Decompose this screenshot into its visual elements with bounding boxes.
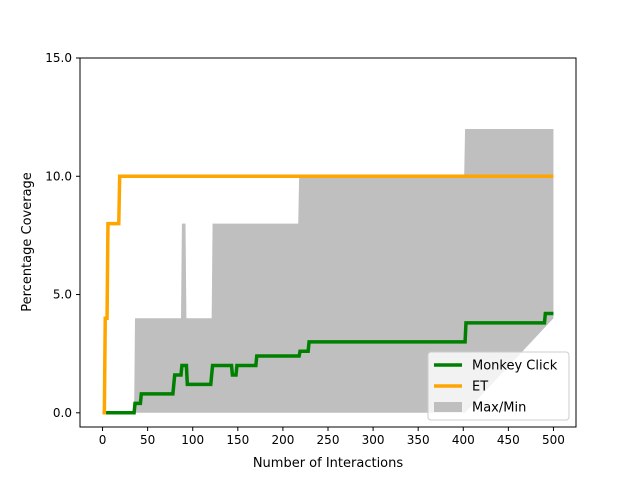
- y-axis-label: Percentage Coverage: [20, 172, 35, 312]
- x-tick-label: 100: [181, 433, 204, 447]
- legend: Monkey Click ET Max/Min: [427, 351, 570, 421]
- legend-frame: [427, 351, 570, 421]
- x-tick-label: 50: [140, 433, 155, 447]
- y-tick-label: 5.0: [53, 288, 72, 302]
- x-axis-ticks: 0 50 100 150 200 250 300 350 400 450 500: [99, 427, 565, 447]
- x-tick-label: 150: [226, 433, 249, 447]
- x-tick-label: 0: [99, 433, 107, 447]
- legend-label-monkey-click: Monkey Click: [472, 359, 558, 374]
- x-axis-label: Number of Interactions: [253, 456, 404, 471]
- x-tick-label: 200: [271, 433, 294, 447]
- x-tick-label: 300: [362, 433, 385, 447]
- x-tick-label: 400: [452, 433, 475, 447]
- et-line: [102, 174, 554, 415]
- legend-swatch-max-min: [434, 402, 462, 412]
- y-tick-label: 15.0: [45, 51, 72, 65]
- x-tick-label: 350: [407, 433, 430, 447]
- y-tick-label: 0.0: [53, 406, 72, 420]
- y-axis-ticks: 0.0 5.0 10.0 15.0: [45, 51, 80, 420]
- monkey-click-line: [102, 311, 554, 415]
- series-line-layer: [102, 174, 554, 415]
- legend-label-max-min: Max/Min: [472, 401, 526, 416]
- x-tick-label: 250: [317, 433, 340, 447]
- x-tick-label: 500: [542, 433, 565, 447]
- x-tick-label: 450: [497, 433, 520, 447]
- legend-label-et: ET: [472, 380, 488, 395]
- y-tick-label: 10.0: [45, 169, 72, 183]
